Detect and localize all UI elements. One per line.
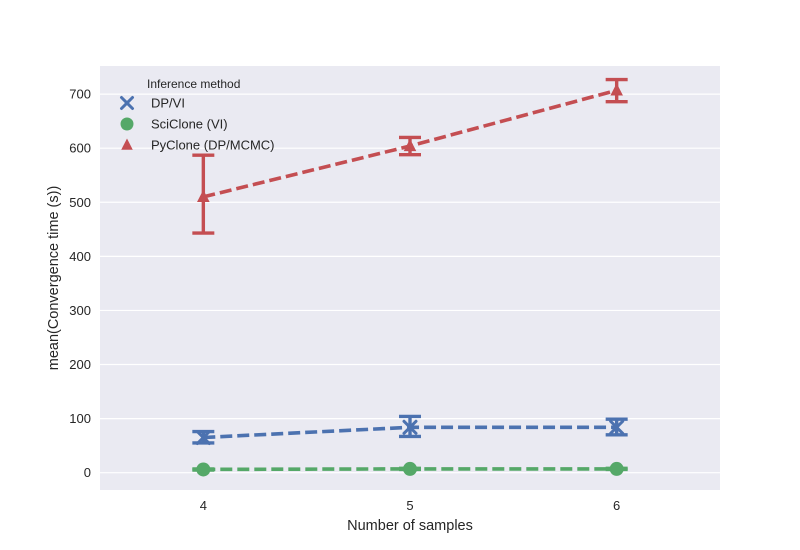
legend-title: Inference method (147, 77, 240, 91)
series-1 (192, 414, 628, 446)
y-tick-label: 0 (84, 465, 91, 480)
y-tick-label: 600 (69, 141, 91, 156)
data-point (403, 138, 417, 152)
x-tick-labels: 4 5 6 (200, 498, 621, 513)
x-axis-label: Number of samples (347, 518, 473, 534)
data-point (609, 461, 624, 476)
legend-entry: DP/VI (120, 96, 185, 111)
y-tick-label: 300 (69, 303, 91, 318)
data-point (610, 83, 623, 96)
y-tick-label: 700 (69, 87, 91, 102)
data-point (402, 419, 418, 435)
legend: Inference method DP/VI SciClone (VI) PyClo… (120, 77, 275, 153)
legend-entry: SciClone (VI) (120, 117, 228, 132)
data-point (195, 430, 211, 446)
y-axis-label: mean(Convergence time (s)) (46, 186, 62, 371)
data-point (197, 189, 210, 203)
x-tick-label: 6 (613, 498, 620, 513)
y-tick-label: 400 (69, 249, 91, 264)
data-series (192, 77, 628, 477)
y-tick-label: 200 (69, 357, 91, 372)
y-tick-label: 100 (69, 411, 91, 426)
legend-label: PyClone (DP/MCMC) (151, 138, 275, 153)
series-2 (192, 461, 628, 477)
legend-marker (120, 117, 134, 131)
data-point (609, 419, 625, 435)
legend-entry: PyClone (DP/MCMC) (121, 138, 275, 153)
x-tick-label: 4 (200, 498, 207, 513)
series-3 (192, 77, 628, 235)
y-tick-label: 500 (69, 195, 91, 210)
y-tick-labels: 0 100 200 300 400 500 600 700 (69, 87, 91, 481)
legend-marker (121, 138, 133, 150)
x-tick-label: 5 (406, 498, 413, 513)
legend-marker (120, 96, 134, 110)
data-point (403, 461, 417, 476)
data-point (196, 462, 211, 477)
legend-label: SciClone (VI) (151, 117, 228, 132)
legend-label: DP/VI (151, 96, 185, 111)
